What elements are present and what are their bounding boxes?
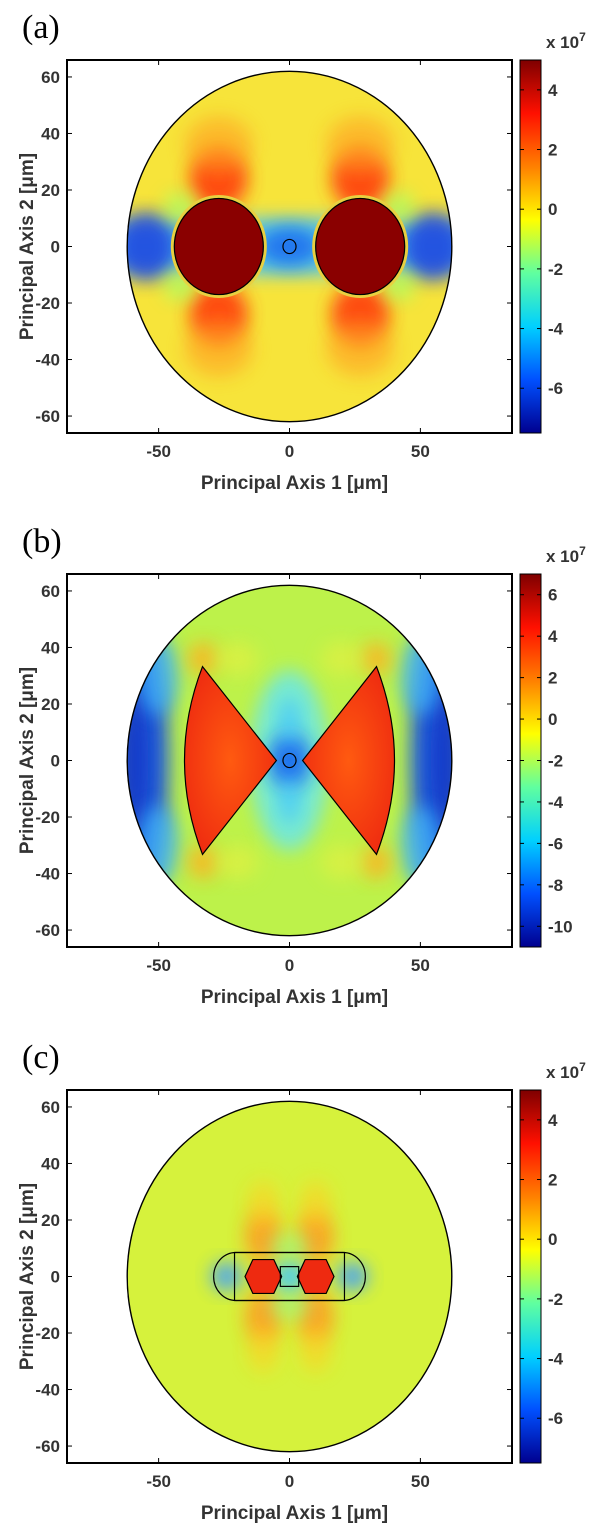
electrode-bar	[296, 1258, 335, 1295]
colorbar-multiplier: x 107	[546, 544, 586, 566]
panel-label: (a)	[22, 9, 60, 46]
y-tick-label: -60	[35, 921, 60, 940]
colorbar-multiplier: x 107	[546, 1060, 586, 1082]
colorbar	[519, 59, 542, 434]
y-tick-label: -40	[35, 865, 60, 884]
colorbar-tick-label: 2	[548, 669, 557, 688]
y-tick-label: 0	[51, 1268, 60, 1287]
colorbar-tick-label: 4	[548, 81, 558, 100]
y-tick-label: 60	[41, 1098, 60, 1117]
colorbar-tick-label: -2	[548, 260, 563, 279]
y-tick-label: -40	[35, 351, 60, 370]
panel-label: (c)	[22, 1039, 60, 1076]
colorbar-tick-label: -2	[548, 752, 563, 771]
y-tick-label: 20	[41, 181, 60, 200]
y-axis-label: Principal Axis 2 [μm]	[17, 153, 38, 340]
x-tick-label: -50	[146, 956, 171, 975]
colorbar-tick-label: -2	[548, 1290, 563, 1309]
x-tick-label: 0	[285, 442, 294, 461]
colorbar-tick-label: 2	[548, 1171, 557, 1190]
x-tick-label: 50	[411, 956, 430, 975]
colorbar-tick-label: 4	[548, 627, 558, 646]
y-tick-label: -40	[35, 1381, 60, 1400]
colorbar-tick-label: -4	[548, 320, 564, 339]
y-tick-label: 60	[41, 68, 60, 87]
y-tick-label: -20	[35, 808, 60, 827]
y-tick-label: -20	[35, 1324, 60, 1343]
x-tick-label: 50	[411, 442, 430, 461]
y-axis-label: Principal Axis 2 [μm]	[17, 667, 38, 854]
colorbar-tick-label: 0	[548, 710, 557, 729]
x-tick-label: 50	[411, 1472, 430, 1491]
colorbar	[519, 1089, 542, 1464]
y-tick-label: 0	[51, 238, 60, 257]
colorbar-tick-label: 4	[548, 1111, 558, 1130]
y-tick-label: -60	[35, 1437, 60, 1456]
colorbar-tick-label: -4	[548, 793, 564, 812]
structures	[183, 665, 396, 856]
y-tick-label: 40	[41, 124, 60, 143]
y-axis-label: Principal Axis 2 [μm]	[17, 1183, 38, 1370]
x-axis-label: Principal Axis 1 [μm]	[201, 1503, 388, 1524]
field-map	[127, 585, 452, 936]
y-tick-label: 20	[41, 695, 60, 714]
center-channel	[282, 238, 297, 255]
center-channel	[282, 752, 297, 769]
y-tick-label: 20	[41, 1211, 60, 1230]
x-axis-label: Principal Axis 1 [μm]	[201, 473, 388, 494]
y-tick-label: 60	[41, 582, 60, 601]
channel-rect	[233, 1251, 346, 1302]
colorbar-tick-label: 0	[548, 200, 557, 219]
y-tick-label: -60	[35, 407, 60, 426]
electrode-bar	[244, 1258, 283, 1295]
y-tick-label: -20	[35, 294, 60, 313]
domain-boundary	[126, 584, 453, 937]
colorbar-tick-label: -6	[548, 834, 563, 853]
colorbar-tick-label: 2	[548, 141, 557, 160]
colorbar-tick-label: -4	[548, 1350, 564, 1369]
colorbar-tick-label: -10	[548, 917, 573, 936]
channel-rect	[279, 1266, 300, 1287]
structures	[170, 194, 409, 299]
colorbar-multiplier: x 107	[546, 30, 586, 52]
electrode-sector	[301, 665, 396, 856]
electrode-sector	[183, 665, 278, 856]
colorbar-tick-label: -6	[548, 1409, 563, 1428]
y-tick-label: 0	[51, 752, 60, 771]
x-tick-label: 0	[285, 956, 294, 975]
domain-boundary	[126, 70, 453, 423]
x-tick-label: -50	[146, 1472, 171, 1491]
colorbar-tick-label: -6	[548, 379, 563, 398]
colorbar-tick-label: -8	[548, 876, 563, 895]
colorbar-tick-label: 6	[548, 586, 557, 605]
y-tick-label: 40	[41, 638, 60, 657]
structures	[213, 1251, 366, 1302]
x-tick-label: 0	[285, 1472, 294, 1491]
field-map	[127, 1101, 452, 1452]
y-tick-label: 40	[41, 1154, 60, 1173]
panel-label: (b)	[22, 523, 62, 560]
colorbar-tick-label: 0	[548, 1230, 557, 1249]
electrode-circle	[315, 197, 406, 296]
domain-boundary	[126, 1100, 453, 1453]
x-axis-label: Principal Axis 1 [μm]	[201, 987, 388, 1008]
electrode-circle	[173, 197, 264, 296]
x-tick-label: -50	[146, 442, 171, 461]
